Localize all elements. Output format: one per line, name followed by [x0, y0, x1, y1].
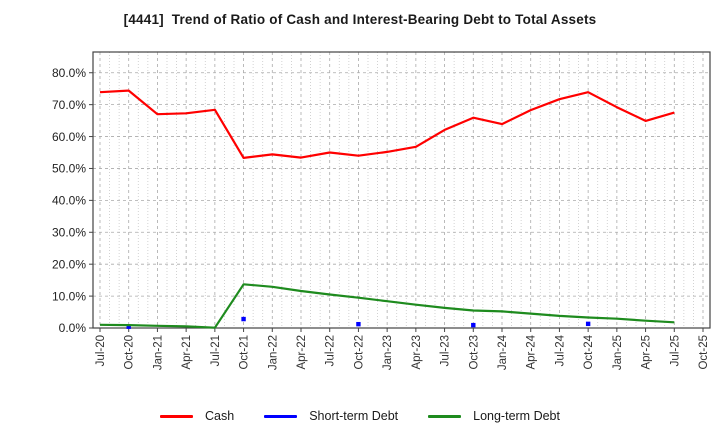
- legend: Cash Short-term Debt Long-term Debt: [0, 403, 720, 429]
- y-tick-label: 20.0%: [52, 257, 86, 271]
- x-tick-label: Apr-21: [181, 335, 193, 370]
- x-tick-label: Oct-22: [353, 335, 365, 370]
- x-tick-label: Jul-25: [669, 335, 681, 366]
- legend-label-short-term-debt: Short-term Debt: [309, 409, 399, 423]
- y-tick-label: 40.0%: [52, 194, 86, 208]
- x-tick-label: Oct-24: [583, 334, 595, 369]
- x-tick-label: Oct-21: [239, 335, 251, 370]
- legend-item-long-term-debt: Long-term Debt: [428, 409, 560, 423]
- x-tick-label: Apr-22: [296, 335, 308, 370]
- series-line-2: [99, 283, 675, 329]
- x-tick-label: Jul-24: [554, 334, 566, 366]
- legend-line-short-term-debt-icon: [264, 414, 298, 418]
- legend-item-short-term-debt: Short-term Debt: [264, 409, 398, 423]
- x-tick-label: Jul-20: [95, 335, 107, 366]
- x-tick-label: Oct-23: [468, 335, 480, 370]
- legend-item-cash: Cash: [160, 409, 234, 423]
- plot-border: [92, 51, 711, 329]
- series-point-1: [241, 316, 246, 322]
- y-tick-label: 50.0%: [52, 162, 86, 176]
- x-tick-label: Jan-25: [612, 335, 624, 370]
- x-tick-label: Apr-24: [526, 334, 538, 369]
- x-tick-label: Jan-21: [152, 335, 164, 370]
- y-tick-label: 10.0%: [52, 289, 86, 303]
- y-tick-label: 30.0%: [52, 225, 86, 239]
- x-tick-label: Oct-20: [124, 335, 136, 370]
- y-tick-label: 0.0%: [59, 321, 87, 335]
- x-tick-label: Jan-22: [267, 335, 279, 370]
- legend-label-long-term-debt: Long-term Debt: [473, 409, 560, 423]
- series-point-1: [356, 321, 361, 327]
- x-tick-label: Jul-21: [210, 335, 222, 366]
- series-point-1: [126, 324, 131, 329]
- x-tick-label: Oct-25: [698, 335, 710, 370]
- chart-title: [4441] Trend of Ratio of Cash and Intere…: [123, 12, 597, 27]
- plot-area: 0.0% 10.0% 20.0% 30.0% 40.0% 50.0% 60.0% 70.0% 8…: [52, 51, 711, 370]
- x-tick-label: Jan-23: [382, 335, 394, 370]
- series-line-0: [99, 89, 675, 159]
- y-tick-label: 80.0%: [52, 66, 86, 80]
- series-point-1: [471, 322, 476, 328]
- legend-label-cash: Cash: [205, 409, 235, 423]
- x-tick-label: Jan-24: [497, 334, 509, 370]
- legend-line-cash-icon: [160, 414, 194, 418]
- x-tick-label: Jul-23: [440, 335, 452, 366]
- series-point-1: [585, 321, 591, 327]
- x-tick-label: Jul-22: [325, 335, 337, 366]
- x-tick-label: Apr-23: [411, 335, 423, 370]
- y-tick-label: 70.0%: [52, 98, 86, 112]
- y-tick-label: 60.0%: [52, 130, 86, 144]
- x-tick-label: Apr-25: [641, 335, 653, 370]
- legend-line-long-term-debt-icon: [428, 414, 462, 418]
